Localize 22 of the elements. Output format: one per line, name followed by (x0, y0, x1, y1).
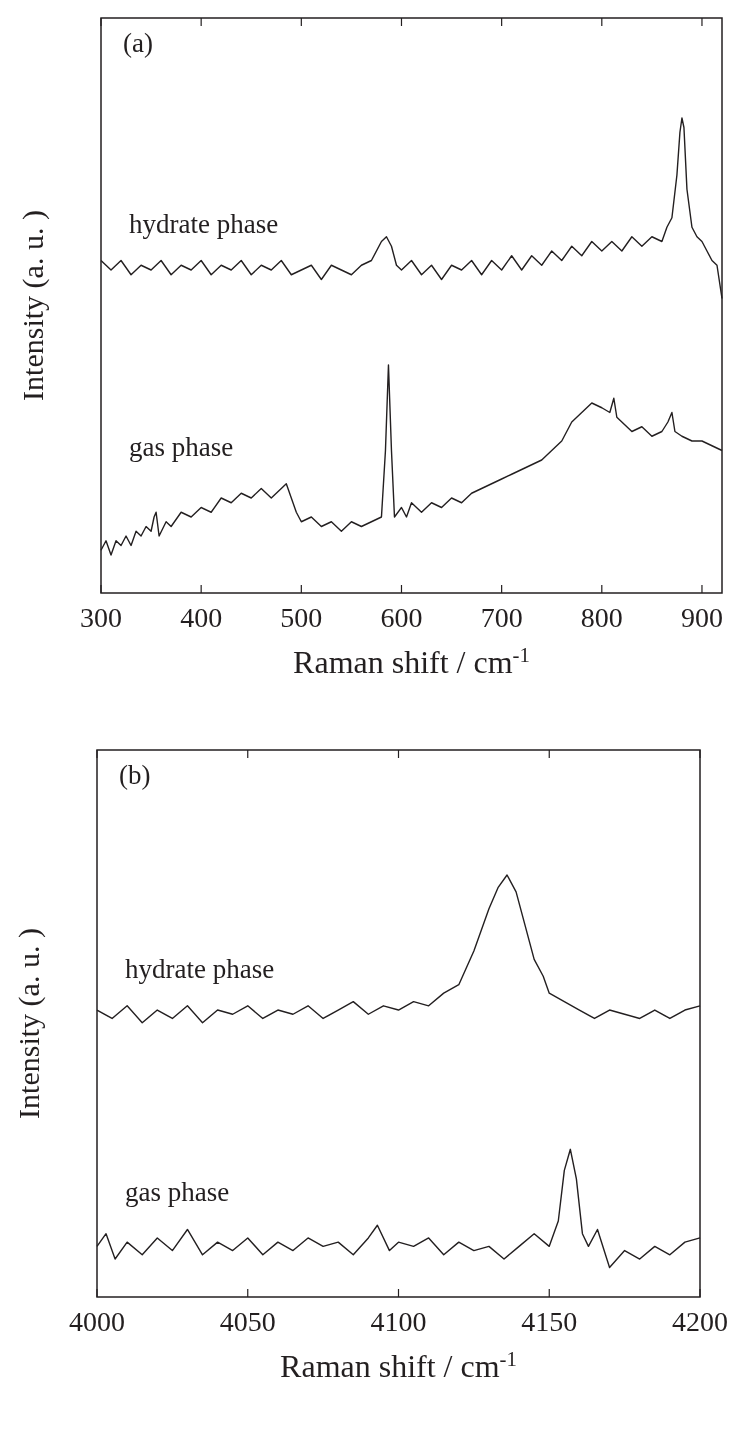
y-axis-title: Intensity (a. u. ) (12, 928, 46, 1119)
series-label: hydrate phase (125, 953, 275, 984)
x-tick-label: 4050 (219, 1306, 276, 1337)
text: (b) (119, 760, 151, 790)
x-tick-label: 400 (180, 602, 223, 633)
series-label: gas phase (125, 1177, 230, 1208)
x-tick-label: 900 (680, 602, 723, 633)
x-tick-label: 700 (480, 602, 523, 633)
x-axis-title: Raman shift / cm$^{-1}$ (280, 1346, 517, 1384)
x-tick-label: 500 (280, 602, 323, 633)
series-label: gas phase (129, 431, 234, 462)
text: (a) (123, 28, 153, 58)
x-tick-label: 300 (80, 602, 122, 633)
x-tick-label: 4100 (370, 1306, 427, 1337)
x-axis-title: Raman shift / cm$^{-1}$ (293, 642, 530, 680)
x-tick-label: 800 (580, 602, 623, 633)
x-tick-label: 600 (380, 602, 423, 633)
series-label: hydrate phase (129, 208, 279, 239)
x-tick-label: 4200 (672, 1306, 728, 1337)
x-tick-label: 4000 (69, 1306, 125, 1337)
y-axis-title: Intensity (a. u. ) (16, 210, 50, 401)
x-tick-label: 4150 (521, 1306, 578, 1337)
